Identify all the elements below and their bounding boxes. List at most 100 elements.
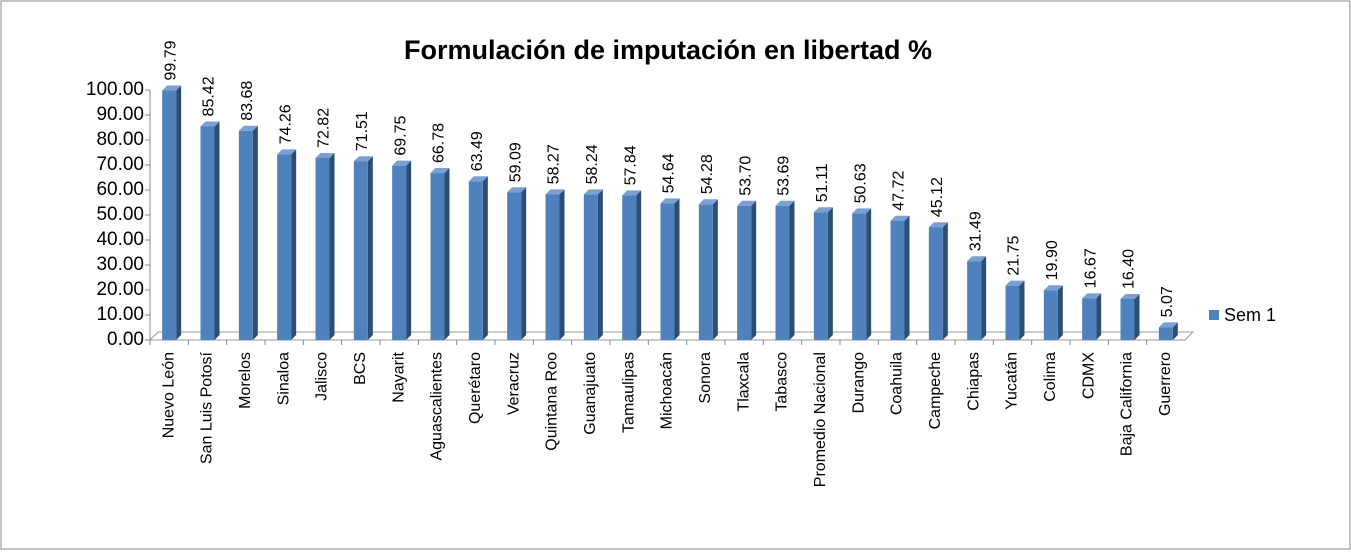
bar-top	[928, 222, 948, 228]
bar-top	[813, 207, 833, 213]
y-tick-label: 50.00	[96, 204, 144, 225]
bar-top	[1005, 280, 1025, 286]
bar	[967, 256, 987, 340]
legend-label: Sem 1	[1224, 305, 1276, 325]
x-tick-label: CDMX	[1080, 352, 1097, 399]
bar-top	[162, 85, 182, 91]
bar-front	[200, 126, 215, 340]
x-tick-label: Colima	[1042, 352, 1059, 402]
y-tick-label: 40.00	[96, 229, 144, 250]
x-tick-label: Tamaulipas	[620, 352, 637, 433]
bar-front	[890, 220, 905, 340]
bar-side	[214, 121, 220, 340]
value-label: 16.67	[1082, 248, 1099, 288]
bar-front	[698, 204, 713, 340]
bar-side	[712, 199, 718, 340]
bar	[277, 149, 297, 340]
bar-side	[866, 208, 872, 340]
value-label: 54.64	[661, 153, 678, 193]
bar	[1158, 322, 1178, 340]
value-label: 66.78	[431, 123, 448, 163]
bar-top	[967, 256, 987, 262]
x-tick-label: Guerrero	[1157, 352, 1174, 416]
x-tick-label: Jalisco	[314, 352, 331, 401]
bar-front	[1043, 290, 1058, 340]
bar-top	[200, 121, 220, 127]
bar-front	[928, 227, 943, 340]
bar-top	[507, 187, 527, 193]
y-tick-label: 10.00	[96, 304, 144, 325]
value-label: 45.12	[929, 177, 946, 217]
value-label: 85.42	[201, 76, 218, 116]
value-label: 51.11	[814, 163, 831, 202]
bar	[775, 200, 795, 340]
x-tick-label: Promedio Nacional	[812, 352, 829, 487]
x-tick-label: Nayarit	[390, 351, 407, 402]
bar-top	[698, 199, 718, 205]
x-tick-label: Morelos	[237, 352, 254, 409]
value-label: 99.79	[162, 40, 179, 80]
bar-front	[583, 194, 598, 340]
bar	[1043, 285, 1063, 340]
x-tick-label: Yucatán	[1004, 352, 1021, 410]
bar-front	[430, 173, 445, 340]
bar-top	[622, 190, 642, 196]
bar-top	[775, 200, 795, 206]
bar-side	[406, 160, 412, 340]
bar-front	[1082, 298, 1097, 340]
value-label: 58.24	[584, 144, 601, 184]
bar-side	[1134, 294, 1140, 340]
bar-top	[583, 189, 603, 195]
bar-front	[1005, 285, 1020, 340]
bar-front	[545, 194, 560, 340]
value-label: 19.90	[1044, 240, 1061, 280]
value-label: 72.82	[316, 108, 333, 148]
bar-side	[329, 152, 335, 340]
y-tick-label: 30.00	[96, 254, 144, 275]
bar	[698, 199, 718, 340]
x-tick-label: Michoacán	[659, 352, 676, 429]
value-label: 53.70	[737, 156, 754, 196]
bar-top	[277, 149, 297, 155]
bar-front	[315, 157, 330, 340]
value-label: 53.69	[776, 156, 793, 196]
bar	[162, 85, 182, 341]
bar-front	[775, 205, 790, 340]
bar-top	[1120, 294, 1140, 299]
bar	[813, 207, 833, 340]
x-tick-label: Aguascalientes	[429, 352, 446, 461]
value-label: 63.49	[469, 131, 486, 171]
bar	[1082, 293, 1102, 340]
value-label: 21.75	[1006, 235, 1023, 275]
y-tick-label: 20.00	[96, 279, 144, 300]
bar-side	[482, 176, 488, 340]
value-label: 16.40	[1121, 249, 1138, 289]
bar-front	[660, 203, 675, 340]
bar	[852, 208, 872, 340]
bar-side	[827, 207, 833, 340]
bar	[1120, 294, 1140, 340]
bar-top	[392, 160, 412, 166]
value-label: 69.75	[392, 115, 409, 155]
bar-top	[852, 208, 872, 214]
bar-side	[176, 85, 182, 341]
bar	[545, 189, 565, 340]
x-tick-label: San Luis Potosí	[199, 351, 216, 464]
y-tick-label: 70.00	[96, 154, 144, 175]
value-label: 71.51	[354, 111, 371, 151]
bar-side	[789, 200, 795, 340]
x-tick-label: Chiapas	[965, 352, 982, 411]
bar	[200, 121, 220, 340]
value-label: 57.84	[622, 145, 639, 185]
bar-top	[238, 125, 258, 131]
bar-side	[597, 189, 603, 340]
bar-top	[890, 215, 910, 221]
bar	[430, 168, 450, 340]
value-label: 58.27	[546, 144, 563, 184]
x-tick-label: Guanajuato	[582, 352, 599, 435]
x-tick-label: Sonora	[697, 352, 714, 404]
bar	[622, 190, 642, 340]
bar-top	[353, 156, 373, 162]
x-tick-label: Quintana Roo	[544, 352, 561, 451]
